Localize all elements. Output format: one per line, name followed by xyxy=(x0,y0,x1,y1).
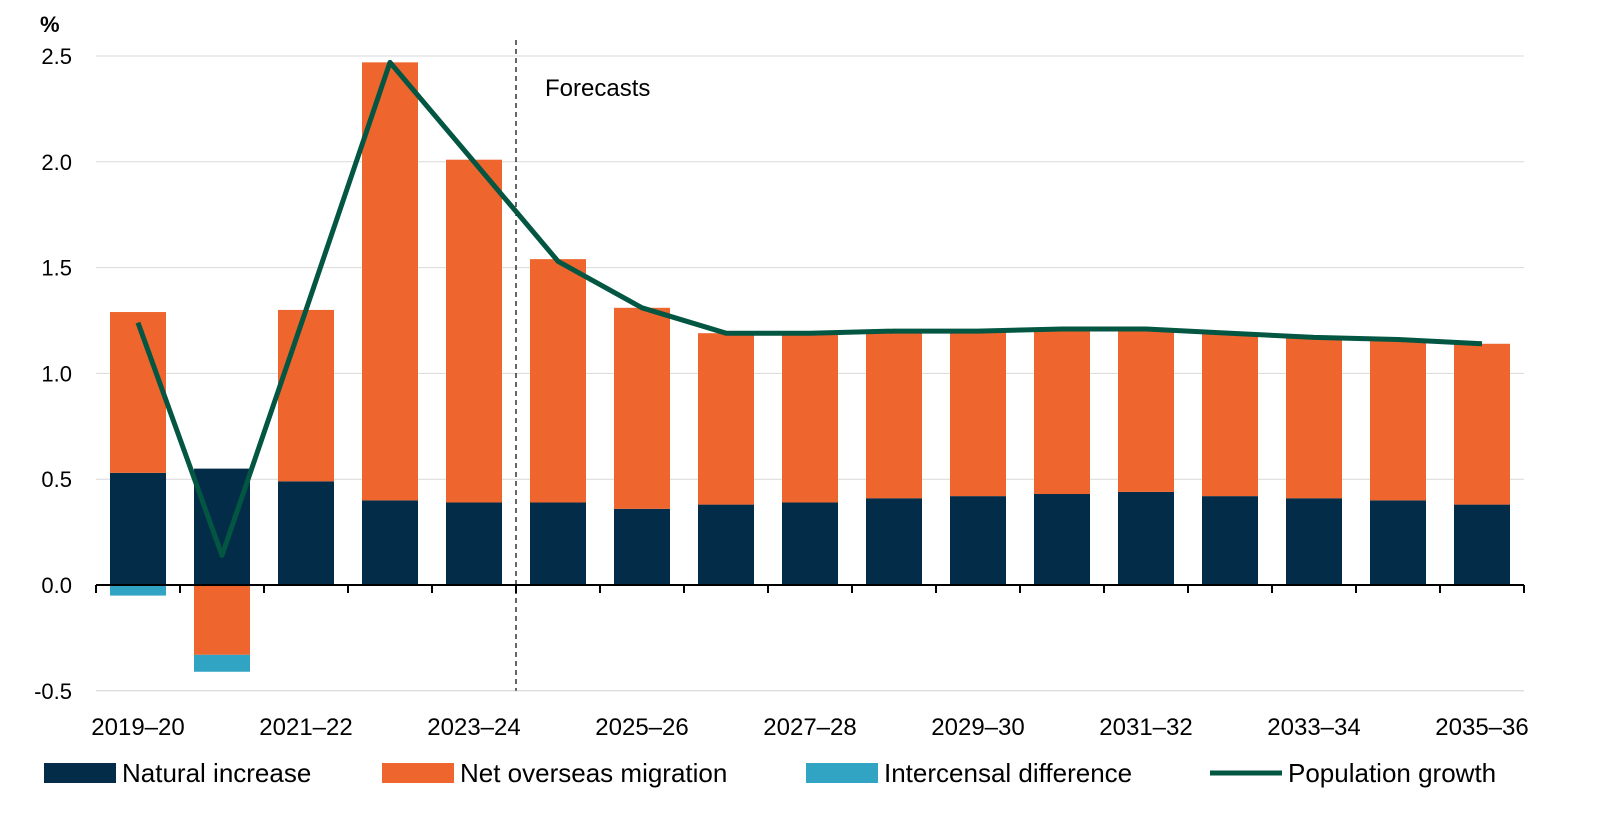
bar-net-overseas-migration xyxy=(530,259,586,503)
y-tick-label: 0.0 xyxy=(41,573,72,598)
legend-swatch xyxy=(382,763,454,783)
bar-natural-increase xyxy=(1370,500,1426,585)
legend-label: Intercensal difference xyxy=(884,758,1132,788)
y-tick-label: -0.5 xyxy=(34,679,72,704)
legend-swatch xyxy=(806,763,878,783)
bar-natural-increase xyxy=(362,500,418,585)
bar-natural-increase xyxy=(530,502,586,585)
bar-natural-increase xyxy=(950,496,1006,585)
bar-net-overseas-migration xyxy=(950,331,1006,497)
x-tick-label: 2035–36 xyxy=(1435,714,1528,741)
bar-net-overseas-migration xyxy=(1454,343,1510,505)
bar-net-overseas-migration xyxy=(782,333,838,503)
bar-natural-increase xyxy=(866,498,922,585)
x-tick-label: 2023–24 xyxy=(427,714,520,741)
bar-net-overseas-migration xyxy=(1286,337,1342,499)
legend-label: Population growth xyxy=(1288,758,1496,788)
bar-natural-increase xyxy=(278,481,334,585)
forecast-annotation: Forecasts xyxy=(545,75,650,102)
y-tick-label: 0.5 xyxy=(41,467,72,492)
bar-net-overseas-migration xyxy=(110,312,166,473)
bar-natural-increase xyxy=(110,472,166,585)
x-tick-label: 2021–22 xyxy=(259,714,352,741)
bar-natural-increase xyxy=(614,508,670,585)
bar-natural-increase xyxy=(698,504,754,585)
bar-natural-increase xyxy=(194,468,250,585)
y-tick-label: 1.5 xyxy=(41,256,72,281)
x-tick-label: 2031–32 xyxy=(1099,714,1192,741)
bar-natural-increase xyxy=(446,502,502,585)
bar-natural-increase xyxy=(1202,496,1258,585)
bar-natural-increase xyxy=(1286,498,1342,585)
bar-net-overseas-migration xyxy=(614,307,670,509)
legend-swatch xyxy=(44,763,116,783)
bar-net-overseas-migration xyxy=(362,62,418,501)
x-tick-label: 2029–30 xyxy=(931,714,1024,741)
legend-label: Natural increase xyxy=(122,758,311,788)
x-tick-label: 2033–34 xyxy=(1267,714,1360,741)
x-tick-label: 2025–26 xyxy=(595,714,688,741)
y-tick-label: 2.5 xyxy=(41,44,72,69)
bar-net-overseas-migration xyxy=(278,309,334,482)
bar-net-overseas-migration xyxy=(194,585,250,655)
bar-net-overseas-migration xyxy=(446,159,502,503)
bar-natural-increase xyxy=(1034,494,1090,585)
x-tick-label: 2027–28 xyxy=(763,714,856,741)
y-tick-label: 2.0 xyxy=(41,150,72,175)
bar-net-overseas-migration xyxy=(866,331,922,499)
bar-net-overseas-migration xyxy=(1118,328,1174,492)
y-tick-label: 1.0 xyxy=(41,361,72,386)
bar-net-overseas-migration xyxy=(1202,333,1258,497)
bar-natural-increase xyxy=(1454,504,1510,585)
bar-net-overseas-migration xyxy=(1034,328,1090,495)
y-axis-label: % xyxy=(40,12,60,37)
bar-net-overseas-migration xyxy=(1370,339,1426,501)
x-tick-label: 2019–20 xyxy=(91,714,184,741)
bar-natural-increase xyxy=(782,502,838,585)
population-growth-line xyxy=(135,59,1483,558)
bar-intercensal-difference xyxy=(110,585,166,596)
legend-label: Net overseas migration xyxy=(460,758,727,788)
bar-intercensal-difference xyxy=(194,654,250,672)
bar-net-overseas-migration xyxy=(698,333,754,505)
bar-natural-increase xyxy=(1118,491,1174,585)
